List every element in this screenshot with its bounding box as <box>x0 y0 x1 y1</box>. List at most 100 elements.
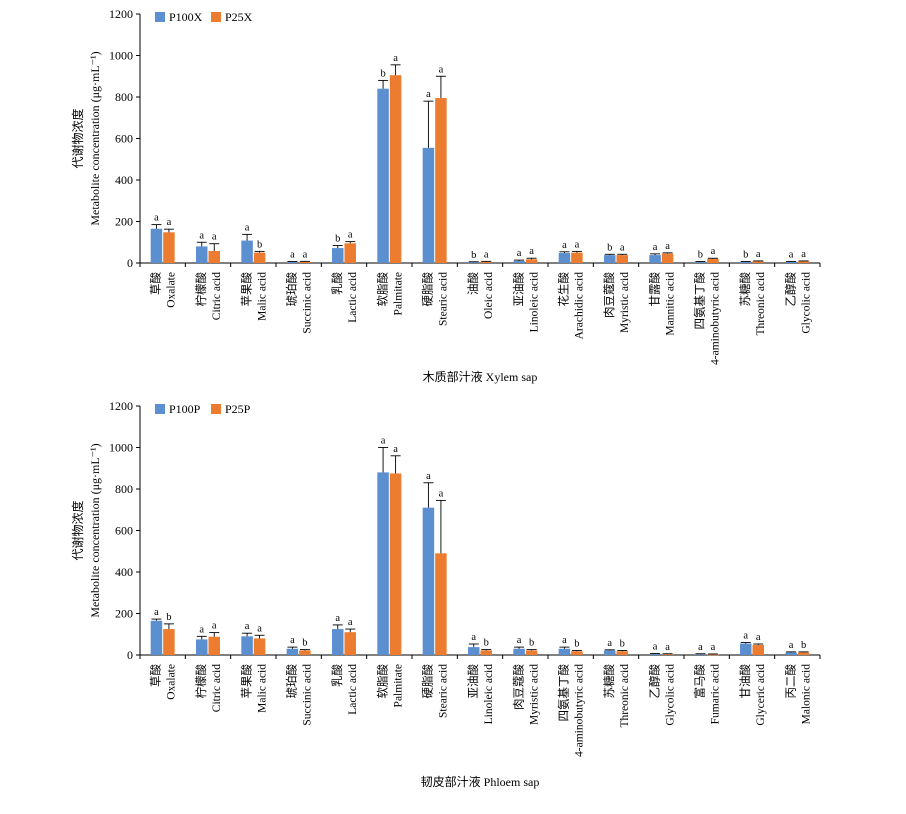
x-category-label-en: Citric acid <box>211 272 223 320</box>
legend-swatch-P25X <box>211 12 221 22</box>
y-axis-label-en: Metabolite concentration (μg·mL⁻¹) <box>88 443 102 617</box>
significance-letter: a <box>575 239 580 250</box>
x-category-label-cn: 硬脂酸 <box>421 272 435 307</box>
y-tick-label: 1000 <box>109 441 133 455</box>
x-category-label-cn: 硬脂酸 <box>421 664 435 699</box>
chart-panel-1: 0 200 400 600 800 1000 1200 代谢物浓度 Metabolite con… <box>70 7 821 384</box>
y-tick-label: 0 <box>127 648 133 662</box>
x-category-label-en: Oxalate <box>166 272 178 308</box>
bar-P100X-9 <box>513 260 525 263</box>
significance-letter: b <box>335 234 340 245</box>
significance-letter: b <box>620 638 625 649</box>
bar-P25P-11 <box>616 651 628 655</box>
bar-P25X-15 <box>797 261 810 263</box>
significance-letter: a <box>801 249 806 260</box>
x-category-label-en: Glyceric acid <box>755 664 767 726</box>
significance-letter: a <box>562 240 567 251</box>
bar-P25P-8 <box>480 650 492 655</box>
bar-P25X-13 <box>707 258 719 263</box>
x-category-label-cn: 亚油酸 <box>511 272 525 307</box>
significance-letter: a <box>212 232 217 243</box>
significance-letter: a <box>789 640 794 651</box>
x-category-label-en: Linoleic acid <box>483 664 495 725</box>
x-category-label-en: Linoleic acid <box>528 272 540 333</box>
y-tick-label: 1200 <box>109 399 133 413</box>
significance-letter: a <box>393 444 398 455</box>
significance-letter: a <box>789 250 794 261</box>
x-category-label-cn: 丙二酸 <box>783 664 797 699</box>
y-tick-label: 1000 <box>109 49 133 63</box>
bar-P100P-9 <box>513 648 525 655</box>
bar-P100X-4 <box>286 261 299 263</box>
bar-P100P-3 <box>241 636 253 655</box>
bar-P25P-12 <box>661 654 674 655</box>
bar-P100X-10 <box>558 253 571 263</box>
bar-P100X-7 <box>422 147 435 263</box>
significance-letter: a <box>711 642 716 653</box>
y-tick-label: 800 <box>115 482 133 496</box>
y-tick-label: 400 <box>115 173 133 187</box>
x-category-label-cn: 草酸 <box>149 664 163 687</box>
significance-letter: a <box>393 53 398 64</box>
y-axis-label-en: Metabolite concentration (μg·mL⁻¹) <box>88 51 102 225</box>
significance-letter: a <box>665 642 670 653</box>
significance-letter: a <box>426 89 431 100</box>
significance-letter: a <box>154 607 159 618</box>
y-tick-label: 1200 <box>109 7 133 21</box>
y-axis-label-cn: 代谢物浓度 <box>70 108 85 168</box>
bar-P100X-2 <box>196 246 208 263</box>
legend-label-P25X: P25X <box>225 10 253 24</box>
bar-P25X-12 <box>661 253 674 263</box>
x-category-label-cn: 琥珀酸 <box>285 664 299 699</box>
y-tick-label: 600 <box>115 524 133 538</box>
significance-letter: a <box>562 635 567 646</box>
y-tick-label: 200 <box>115 607 133 621</box>
x-category-label-en: Glycolic acid <box>664 664 676 726</box>
significance-letter: a <box>348 230 353 241</box>
significance-letter: a <box>381 436 386 447</box>
legend-label-P100X: P100X <box>169 10 203 24</box>
significance-letter: b <box>607 242 612 253</box>
significance-letter: a <box>154 213 159 224</box>
significance-letter: a <box>199 624 204 635</box>
significance-letter: a <box>426 471 431 482</box>
x-category-label-cn: 花生酸 <box>557 272 571 307</box>
significance-letter: a <box>257 623 262 634</box>
bar-P100P-2 <box>196 639 208 655</box>
significance-letter: a <box>756 632 761 643</box>
bar-P25P-15 <box>797 652 810 655</box>
bar-P100X-15 <box>785 261 797 263</box>
x-category-label-cn: 乳酸 <box>330 272 344 295</box>
significance-letter: b <box>380 68 385 79</box>
x-category-label-en: Citric acid <box>211 664 223 712</box>
significance-letter: b <box>257 239 262 250</box>
x-category-label-cn: 乙醇酸 <box>783 272 797 307</box>
x-category-label-en: Malonic acid <box>800 664 812 725</box>
y-axis-label-cn: 代谢物浓度 <box>70 500 85 560</box>
x-category-label-cn: 乙醇酸 <box>647 664 661 699</box>
x-category-label-en: Palmitate <box>392 664 404 707</box>
significance-letter: a <box>290 635 295 646</box>
x-category-label-cn: 草酸 <box>149 272 163 295</box>
x-category-label-cn: 油酸 <box>466 272 480 295</box>
y-tick-label: 400 <box>115 565 133 579</box>
x-category-label-cn: 肉豆蔻酸 <box>511 664 525 710</box>
bar-P25P-10 <box>571 651 583 655</box>
significance-letter: a <box>348 617 353 628</box>
x-category-label-en: Succinic acid <box>302 272 314 334</box>
significance-letter: a <box>290 250 295 261</box>
bar-P100P-1 <box>150 620 163 655</box>
y-tick-label: 0 <box>127 256 133 270</box>
bar-P25P-14 <box>752 645 764 655</box>
bar-P25X-3 <box>253 252 266 263</box>
x-category-label-cn: 甘油酸 <box>738 664 752 699</box>
chart-panel-2: 0 200 400 600 800 1000 1200 代谢物浓度 Metabolite con… <box>70 399 821 789</box>
x-category-label-en: Glycolic acid <box>800 272 812 334</box>
significance-letter: b <box>302 638 307 649</box>
x-category-label-cn: 四氨基丁酸 <box>693 272 707 330</box>
x-category-label-en: Oxalate <box>166 664 178 700</box>
significance-letter: a <box>439 64 444 75</box>
significance-letter: b <box>574 638 579 649</box>
legend-label-P25P: P25P <box>225 402 251 416</box>
